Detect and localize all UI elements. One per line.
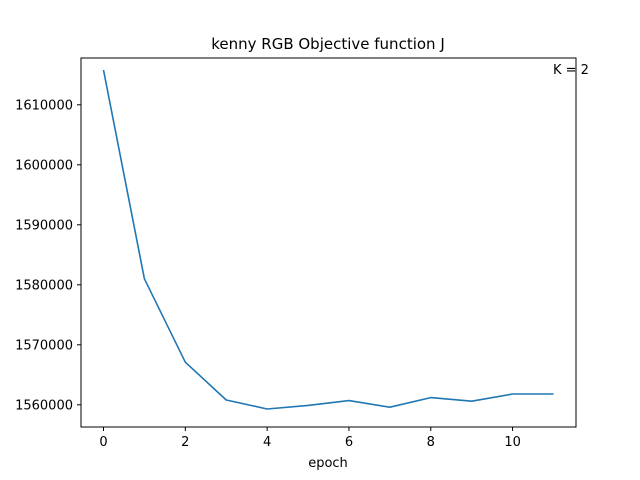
k-annotation: K = 2 (553, 63, 589, 78)
y-tick-label: 1600000 (15, 158, 73, 173)
plot-area (102, 69, 554, 410)
x-axis-label: epoch (308, 456, 348, 471)
y-tick-label: 1570000 (15, 338, 73, 353)
plot-frame (80, 57, 577, 428)
x-tick-label: 2 (181, 435, 189, 450)
y-tick-label: 1610000 (15, 98, 73, 113)
y-axis: 1560000 1570000 1580000 1590000 1600000 16100… (15, 98, 81, 413)
x-tick-label: 4 (263, 435, 271, 450)
y-tick-label: 1580000 (15, 278, 73, 293)
series-line-0 (102, 69, 554, 410)
x-tick-label: 8 (427, 435, 435, 450)
x-tick-label: 10 (504, 435, 521, 450)
x-axis: 0 2 4 6 8 10 (99, 427, 521, 450)
chart-title: kenny RGB Objective function J (211, 35, 445, 53)
x-tick-label: 6 (345, 435, 353, 450)
x-tick-label: 0 (99, 435, 107, 450)
y-tick-label: 1590000 (15, 218, 73, 233)
y-tick-label: 1560000 (15, 398, 73, 413)
